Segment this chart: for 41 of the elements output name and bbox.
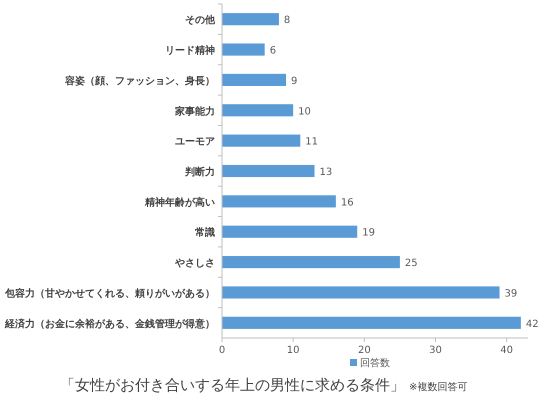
data-label: 25 (404, 258, 418, 270)
data-label: 19 (362, 228, 375, 239)
bar (222, 164, 315, 178)
y-tick-label: 常識 (195, 226, 215, 239)
y-tick-label: 経済力（お金に余裕がある、金銭管理が得意） (4, 318, 215, 330)
y-tick-label: 精神年齢が高い (144, 196, 215, 208)
bar (222, 226, 358, 238)
data-label: 10 (298, 106, 311, 118)
data-label: 6 (270, 46, 276, 57)
y-tick-label: 包容力（甘やかせてくれる、頼りがいがある） (4, 287, 215, 300)
y-tick-label: その他 (185, 14, 216, 26)
data-label: 39 (504, 288, 518, 300)
x-tick-label: 0 (218, 345, 226, 356)
y-tick-label: 判断力 (184, 166, 215, 178)
bar (222, 256, 400, 268)
y-tick-label: リード精神 (165, 44, 215, 57)
data-label: 42 (526, 318, 538, 330)
data-label: 8 (284, 15, 290, 26)
data-label: 13 (320, 167, 332, 178)
text: ※複数回答可 (409, 381, 468, 393)
bar (222, 104, 294, 116)
y-tick-label: ユーモア (175, 136, 215, 148)
bar (222, 43, 265, 56)
y-tick-label: 家事能力 (174, 105, 215, 118)
legend-label: 回答数 (360, 357, 390, 369)
bar (222, 134, 300, 147)
y-tick-label: 容姿（顔、ファッション、身長） (64, 74, 215, 87)
bar (222, 74, 286, 86)
bar (222, 316, 521, 329)
x-tick-label: 30 (429, 345, 442, 356)
y-tick-label: やさしさ (174, 258, 215, 270)
data-label: 9 (291, 76, 298, 87)
data-label: 11 (305, 136, 318, 148)
x-tick-label: 10 (286, 345, 300, 356)
data-label: 16 (340, 197, 354, 208)
x-tick-label: 40 (500, 345, 514, 356)
bar (222, 13, 279, 26)
x-tick-label: 20 (358, 345, 371, 356)
text: 「女性がお付き合いする年上の男性に求める条件」 (60, 376, 405, 394)
bar (222, 286, 500, 299)
bar (222, 195, 336, 208)
